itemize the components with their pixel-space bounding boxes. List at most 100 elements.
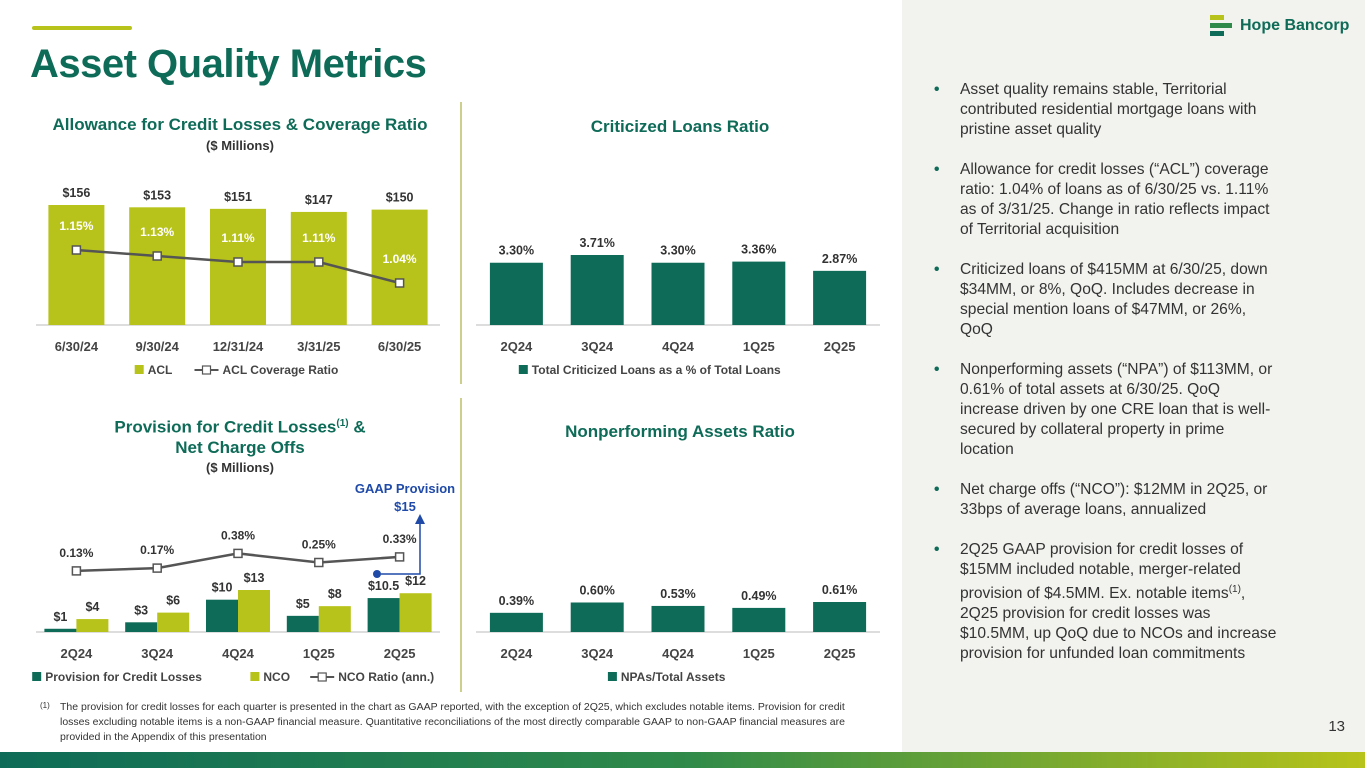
bar-npas-total-assets [732,607,786,632]
bar-total-criticized-loans-as-a-of-total-loans [651,262,705,325]
bar-npas-total-assets [489,612,543,632]
x-tick-label: 4Q24 [222,646,255,661]
bar-data-label: $8 [328,587,342,601]
summary-panel [902,0,1365,752]
bar-data-label: 3.71% [579,236,614,250]
bar-provision-for-credit-losses [206,599,238,632]
gaap-provision-annotation: GAAP Provision $15 [340,480,470,516]
line-data-label: 1.04% [383,252,417,266]
page-number: 13 [1328,718,1345,735]
bar-acl [210,208,266,325]
bar-data-label: 3.36% [741,243,776,257]
logo-text: Hope Bancorp [1240,17,1350,34]
bar-data-label: 0.49% [741,589,776,603]
x-tick-label: 3Q24 [581,339,614,354]
criticized-chart-title: Criticized Loans Ratio [590,117,770,136]
line-marker [71,566,82,576]
line-data-label: 1.11% [302,231,336,245]
line-marker [314,257,324,267]
provision-title-suffix: & [348,417,366,437]
x-tick-label: 2Q25 [824,339,856,354]
bar-data-label: $151 [224,190,252,204]
bar-acl [48,205,105,325]
legend-label: NCO [263,670,290,684]
x-tick-label: 2Q25 [824,646,856,661]
acl-chart-title: Allowance for Credit Losses & Coverage R… [52,115,428,134]
provision-chart: 2Q24 3Q24 4Q24 1Q25 2Q25 $1 $3 $10 $5 $10.5 $4 $6 $1… [32,514,440,684]
gaap-arrow-line [381,520,421,575]
line-marker [152,251,162,261]
line-marker [233,548,243,559]
x-tick-label: 9/30/24 [136,339,180,354]
npa-chart-title: Nonperforming Assets Ratio [565,422,795,441]
x-tick-label: 1Q25 [743,339,775,354]
summary-bullet: • Criticized loans of $415MM at 6/30/25, … [930,260,1280,340]
legend-swatch [607,672,617,681]
footnote-text: The provision for credit losses for each… [60,701,845,743]
bar-data-label: $156 [62,186,90,200]
legend-label: Total Criticized Loans as a % of Total L… [532,363,781,377]
bar-data-label: 3.30% [499,244,534,258]
provision-chart-title: Provision for Credit Losses(1) & Net Cha… [40,414,440,458]
x-tick-label: 1Q25 [303,646,335,661]
bar-provision-for-credit-losses [125,622,158,632]
bar-total-criticized-loans-as-a-of-total-loans [732,261,786,325]
divider-top [460,102,462,384]
line-data-label: 0.13% [59,546,93,560]
footnote: (1) The provision for credit losses for … [40,700,870,745]
bar-data-label: 0.53% [660,587,695,601]
company-logo: Hope Bancorp [1208,14,1349,38]
bar-acl [371,209,428,325]
x-tick-label: 2Q24 [60,646,93,661]
x-tick-label: 2Q25 [384,646,416,661]
line-data-label: 0.38% [221,528,255,542]
title-accent-bar [32,26,132,30]
bar-provision-for-credit-losses [286,615,319,632]
bar-data-label: $3 [134,603,148,617]
bullet-dot-icon: • [934,81,940,98]
gaap-provision-label: GAAP Provision [354,481,456,496]
bar-nco [238,590,270,632]
summary-bullet: • Net charge offs (“NCO”): $12MM in 2Q25,… [930,480,1280,520]
provision-title-superscript: (1) [336,418,349,429]
gaap-arrow-dot [373,570,381,578]
bar-data-label: $10 [212,581,233,595]
legend-label: ACL Coverage Ratio [223,363,339,377]
acl-chart: 6/30/24 9/30/24 12/31/24 3/31/25 6/30/25 $156… [36,186,440,377]
bar-total-criticized-loans-as-a-of-total-loans [570,255,624,325]
bar-nco [399,593,432,632]
bar-data-label: 3.30% [660,244,695,258]
bullet-dot-icon: • [934,261,940,278]
bar-total-criticized-loans-as-a-of-total-loans [813,270,867,325]
npa-chart: 2Q24 3Q24 4Q24 1Q25 2Q25 0.39% 0.60% 0.53% 0.49%… [476,583,880,684]
legend-swatch [250,672,260,681]
summary-bullet: • 2Q25 GAAP provision for credit losses o… [930,540,1280,664]
criticized-chart: 2Q24 3Q24 4Q24 1Q25 2Q25 3.30% 3.71% 3.30% 3.36%… [476,236,880,377]
bar-data-label: $12 [405,574,426,588]
bar-acl [290,211,347,325]
summary-bullet-list: • Asset quality remains stable, Territori… [930,80,1280,684]
bar-data-label: 0.60% [579,583,614,597]
bullet-text: Allowance for credit losses (“ACL”) cove… [960,161,1270,238]
line-data-label: 1.15% [59,219,93,233]
bullet-text: Nonperforming assets (“NPA”) of $113MM, … [960,361,1273,458]
bullet-text: Net charge offs (“NCO”): $12MM in 2Q25, … [960,481,1268,518]
bar-data-label: $1 [53,610,67,624]
legend-swatch [518,365,528,374]
hope-logo-icon [1210,15,1232,36]
divider-bottom [460,398,462,692]
bullet-text: 2Q25 GAAP provision for credit losses of… [960,541,1277,663]
line-data-label: 1.11% [221,231,255,245]
legend-label: Provision for Credit Losses [45,670,202,684]
legend-marker [317,672,327,682]
line-data-label: 0.33% [383,532,417,546]
legend-marker [201,365,212,375]
x-tick-label: 3/31/25 [297,339,340,354]
bullet-dot-icon: • [934,541,940,558]
bar-npas-total-assets [570,602,624,632]
x-tick-label: 2Q24 [500,339,533,354]
x-tick-label: 3Q24 [581,646,614,661]
legend-swatch [134,365,144,374]
bar-acl [129,207,186,325]
bar-npas-total-assets [651,605,705,632]
